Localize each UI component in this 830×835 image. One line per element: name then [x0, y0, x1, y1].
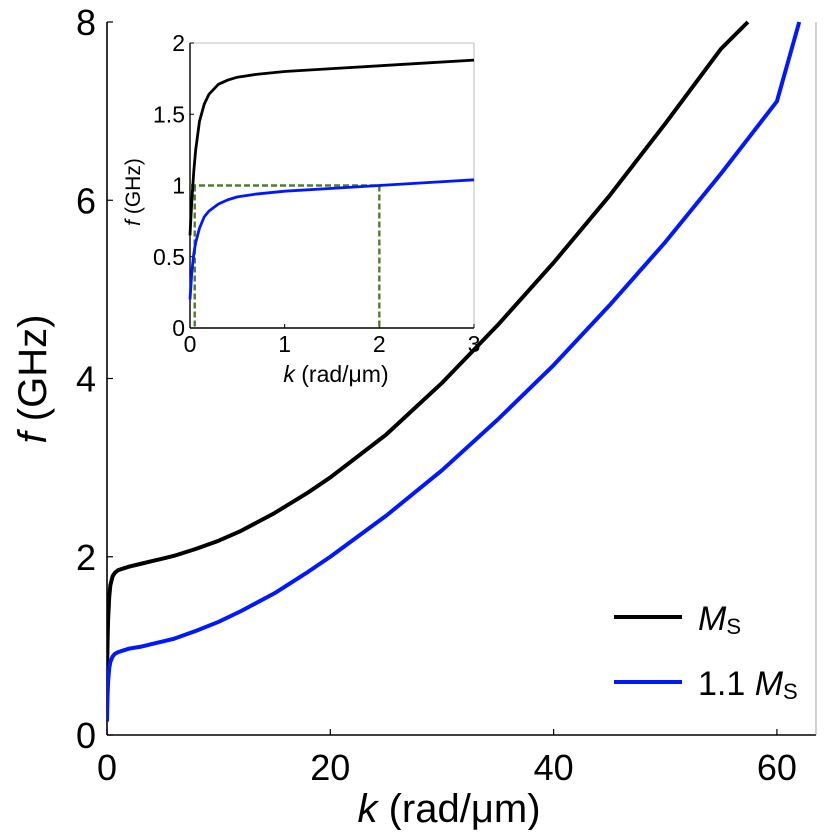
main-y-tick-label: 8: [76, 2, 96, 43]
main-y-tick-label: 0: [76, 715, 96, 756]
inset-series-line-0: [188, 58, 475, 236]
inset-x-tick-label: 1: [278, 331, 291, 357]
legend-label-1: 1.1 MS: [698, 665, 798, 704]
inset-y-axis-label: f (GHz): [122, 158, 145, 226]
inset-background: [190, 43, 474, 328]
inset-x-tick-label: 0: [184, 331, 197, 357]
inset-x-tick-label: 3: [468, 331, 481, 357]
main-y-tick-label: 2: [76, 537, 96, 578]
main-series-line-1: [107, 21, 802, 722]
inset-x-tick-label: 2: [373, 331, 386, 357]
inset-x-axis-label: k (rad/μm): [283, 361, 388, 387]
main-y-tick-label: 6: [76, 180, 96, 221]
main-x-tick-label: 40: [534, 747, 574, 788]
inset-y-tick-label: 2: [172, 30, 185, 56]
inset-series-line-1: [188, 178, 475, 300]
main-x-tick-label: 20: [310, 747, 350, 788]
main-x-axis-label: k (rad/μm): [357, 787, 540, 830]
main-y-tick-label: 4: [76, 359, 96, 400]
legend-label-0: MS: [698, 600, 741, 639]
main-y-axis-label: f (GHz): [11, 315, 55, 444]
main-x-tick-label: 60: [757, 747, 797, 788]
inset-y-tick-label: 1: [172, 173, 185, 199]
inset-y-tick-label: 0.5: [153, 244, 185, 270]
main-x-tick-label: 0: [97, 747, 117, 788]
inset-y-tick-label: 1.5: [153, 101, 185, 127]
inset-y-tick-label: 0: [172, 315, 185, 341]
main-series-line-0: [107, 20, 750, 678]
